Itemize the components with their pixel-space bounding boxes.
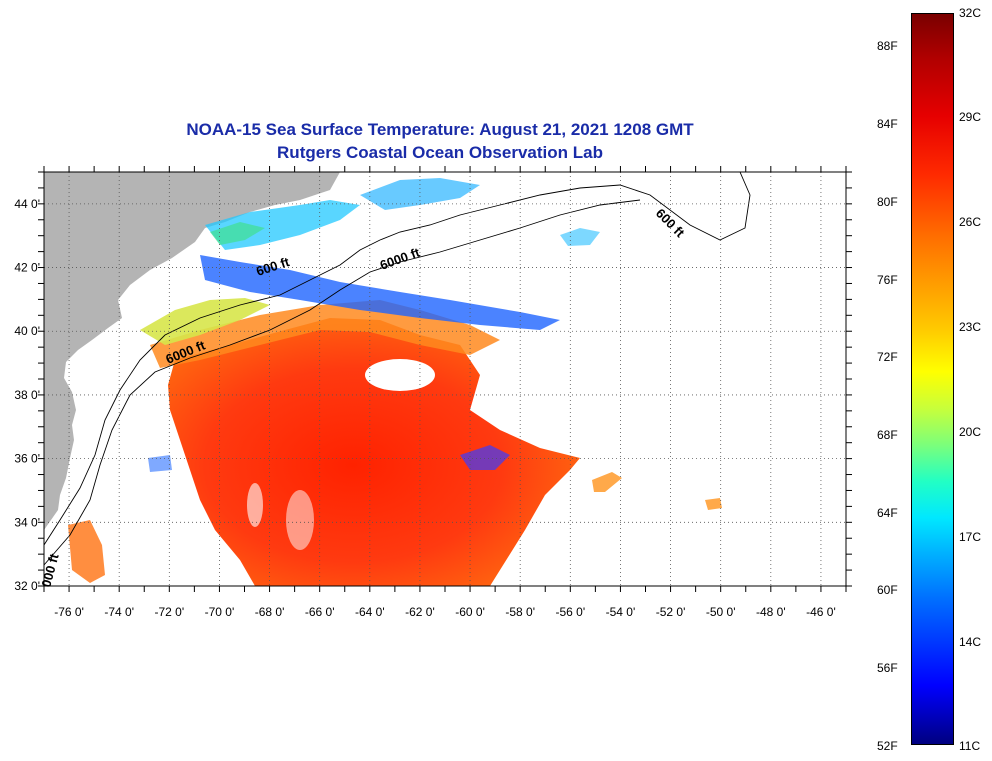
lon-tick-label: -48 0' [756,605,786,619]
sst-warm-core [168,318,580,586]
lon-tick-label: -64 0' [355,605,385,619]
lat-tick-label: 32 0' [14,579,40,593]
contour-label: 000 ft [38,551,61,588]
sst-blue-patch [460,445,510,470]
lon-tick-label: -72 0' [154,605,184,619]
sst-blue-patch [148,455,172,472]
lon-tick-label: -68 0' [255,605,285,619]
sst-cyan-scotian [360,178,480,210]
lat-tick-label: 40 0' [14,324,40,338]
lon-tick-label: -52 0' [656,605,686,619]
lon-tick-label: -58 0' [505,605,535,619]
cloud-gap [247,483,263,527]
lat-tick-label: 38 0' [14,388,40,402]
lon-tick-label: -50 0' [706,605,736,619]
land-mass [44,172,340,530]
lon-tick-label: -74 0' [104,605,134,619]
lon-tick-label: -54 0' [606,605,636,619]
cloud-gap [365,359,435,391]
lon-tick-label: -70 0' [205,605,235,619]
lat-tick-label: 36 0' [14,452,40,466]
lon-tick-label: -62 0' [405,605,435,619]
sst-cyan-offshore [560,228,600,246]
lon-tick-label: -66 0' [305,605,335,619]
lat-tick-label: 44 0' [14,197,40,211]
sst-green-patch [210,222,265,245]
sst-orange-patch [592,472,622,492]
lon-tick-label: -46 0' [806,605,836,619]
lon-tick-label: -76 0' [54,605,84,619]
map-title: NOAA-15 Sea Surface Temperature: August … [40,118,840,164]
lon-tick-label: -56 0' [555,605,585,619]
sst-shelf-water [140,298,270,345]
cloud-gap [286,490,314,550]
contour-6000ft-line [44,199,641,566]
sst-orange-patch [705,498,722,510]
title-line-2: Rutgers Coastal Ocean Observation Lab [277,143,603,162]
lon-tick-label: -60 0' [455,605,485,619]
title-line-1: NOAA-15 Sea Surface Temperature: August … [186,120,694,139]
sst-cool-band [200,255,560,330]
lat-tick-label: 34 0' [14,515,40,529]
sst-coastal-warm [68,520,105,583]
lat-tick-label: 42 0' [14,261,40,275]
contour-label: 6000 ft [378,244,422,272]
